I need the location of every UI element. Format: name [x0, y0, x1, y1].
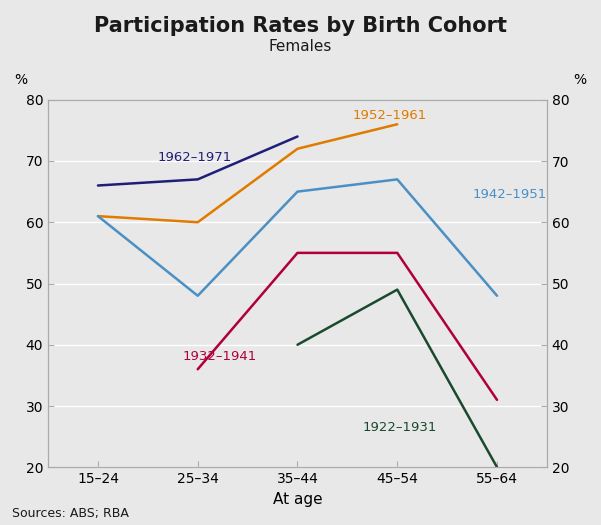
- Text: Females: Females: [269, 39, 332, 55]
- Text: 1942–1951: 1942–1951: [472, 188, 546, 201]
- Text: %: %: [573, 72, 587, 87]
- Text: 1922–1931: 1922–1931: [362, 421, 437, 434]
- Text: %: %: [14, 72, 28, 87]
- Text: 1952–1961: 1952–1961: [352, 109, 427, 122]
- Text: Sources: ABS; RBA: Sources: ABS; RBA: [12, 507, 129, 520]
- Text: 1962–1971: 1962–1971: [158, 151, 232, 164]
- X-axis label: At age: At age: [273, 492, 322, 507]
- Text: 1932–1941: 1932–1941: [183, 351, 257, 363]
- Text: Participation Rates by Birth Cohort: Participation Rates by Birth Cohort: [94, 16, 507, 36]
